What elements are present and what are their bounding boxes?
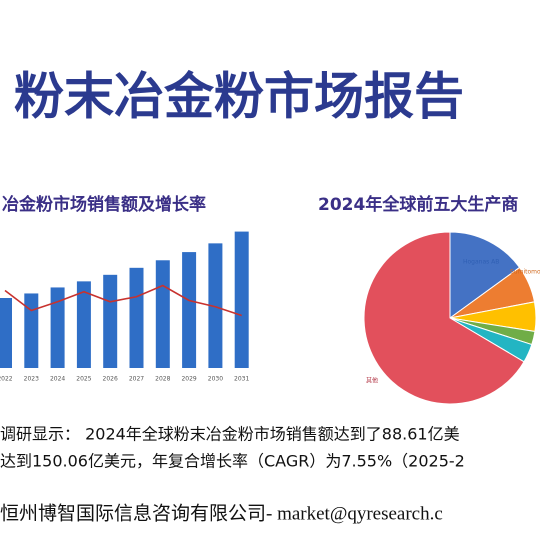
bar (24, 293, 39, 368)
x-tick-label: 2023 (24, 376, 39, 383)
x-tick-label: 2027 (129, 376, 144, 383)
x-tick-label: 2030 (208, 376, 223, 383)
body-text: 调研显示： 2024年全球粉末冶金粉市场销售额达到了88.61亿美 (0, 425, 460, 444)
bar (208, 243, 223, 368)
growth-line (4, 284, 242, 317)
bar (50, 287, 65, 368)
x-tick-label: 2026 (103, 376, 118, 383)
slice-label: Sumitomo (510, 269, 540, 276)
bar (155, 260, 170, 368)
bar (76, 281, 91, 368)
bar (234, 231, 249, 368)
x-tick-label: 2022 (0, 376, 13, 383)
x-tick-label: 2029 (181, 376, 196, 383)
bar (129, 267, 144, 368)
x-tick-label: 2028 (155, 376, 170, 383)
x-tick-label: 2031 (234, 376, 249, 383)
pie-slice (363, 231, 525, 405)
x-tick-label: 2025 (76, 376, 91, 383)
pie-slice (449, 231, 521, 319)
bar (182, 252, 197, 368)
bar (103, 274, 118, 368)
chart-title: 2024年全球前五大生产商 (318, 194, 518, 215)
body-text: 达到150.06亿美元，年复合增长率（CAGR）为7.55%（2025-2 (0, 452, 465, 471)
footer: 恒州博智国际信息咨询有限公司- market@qyresearch.c (0, 502, 443, 524)
slice-label: 其他 (366, 377, 378, 385)
bar (0, 298, 12, 368)
x-tick-label: 2024 (50, 376, 65, 383)
title: 粉末冶金粉市场报告 (14, 68, 464, 126)
chart-title: 冶金粉市场销售额及增长率 (2, 194, 206, 215)
slice-label: Hoganas AB (463, 259, 499, 266)
